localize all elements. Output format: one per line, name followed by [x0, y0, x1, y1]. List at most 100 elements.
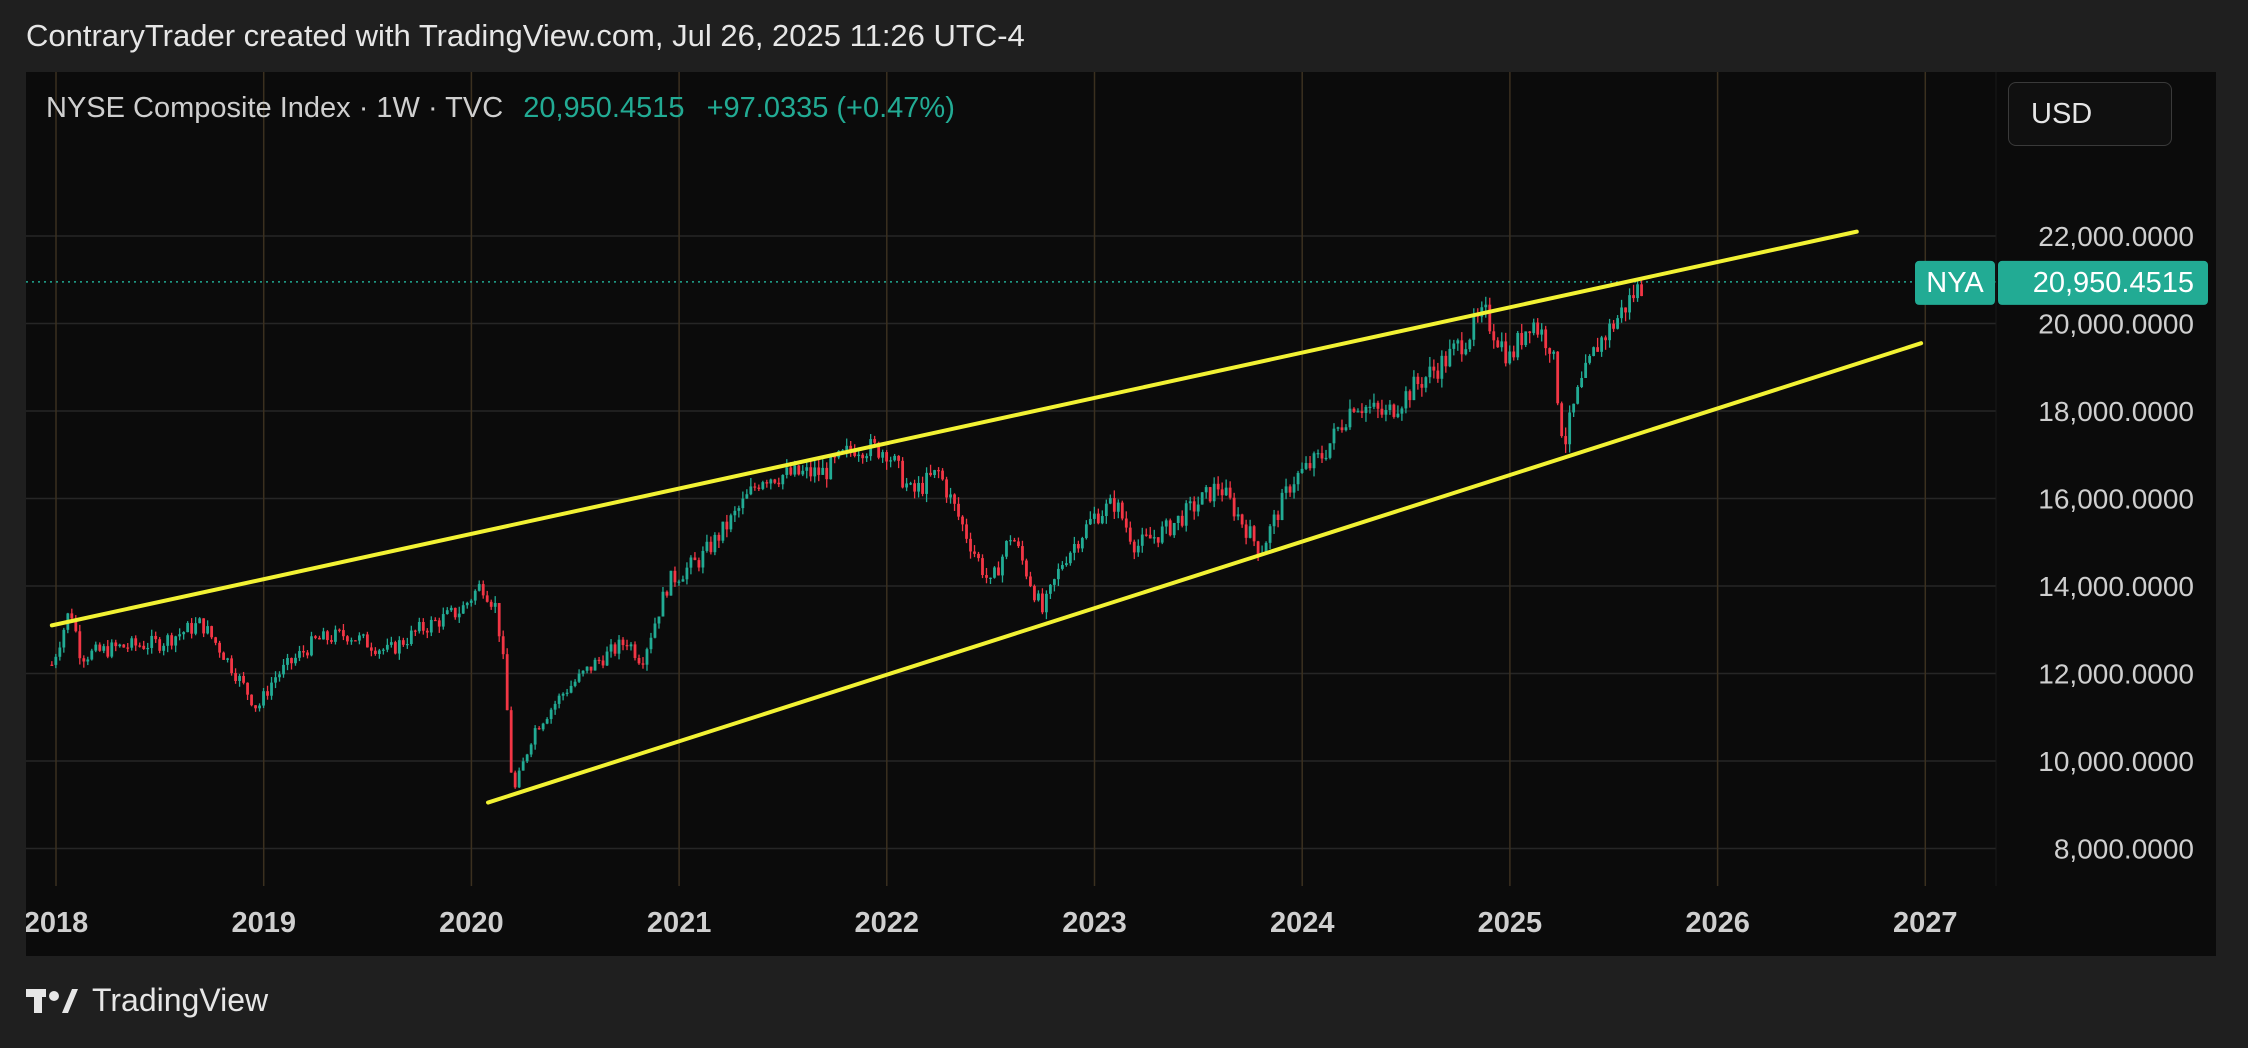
candle-body-up [1540, 329, 1544, 335]
candle-body-down [965, 524, 968, 539]
candle-body-down [346, 636, 349, 642]
candle-body-down [373, 650, 377, 654]
candle-body-up [917, 482, 920, 492]
candle-body-down [937, 470, 940, 472]
candle-body-up [1296, 472, 1300, 485]
currency-button[interactable]: USD [2008, 82, 2172, 146]
candle-body-up [1060, 565, 1064, 569]
candle-body-down [330, 640, 333, 642]
candle-body-down [725, 521, 729, 530]
candle-body-up [90, 650, 94, 660]
candle-body-up [733, 510, 737, 516]
candle-body-up [1620, 307, 1623, 319]
candle-body-up [1009, 540, 1012, 542]
candle-body-down [981, 558, 984, 576]
candle-body-up [94, 644, 98, 651]
candle-body-up [1552, 351, 1556, 354]
candle-body-up [1608, 323, 1611, 341]
candle-body-up [1236, 514, 1240, 517]
candle-body-up [1472, 315, 1476, 340]
candle-body-down [1216, 483, 1220, 490]
price-tag-value: 20,950.4515 [2033, 267, 2194, 299]
candle-body-down [230, 658, 233, 674]
candle-body-up [1592, 347, 1596, 356]
candle-body-down [849, 445, 853, 451]
candle-body-down [1496, 340, 1500, 348]
y-tick-label: 20,000.0000 [2038, 309, 2194, 340]
candle-body-up [1045, 593, 1048, 613]
candle-body-down [1340, 427, 1344, 431]
candle-body-up [701, 550, 705, 568]
tradingview-logo[interactable]: TradingView [26, 982, 268, 1019]
candle-body-down [1041, 593, 1044, 613]
y-tick-label: 14,000.0000 [2038, 571, 2194, 602]
candle-body-down [1504, 341, 1508, 364]
candle-body-up [358, 635, 361, 641]
candle-body-down [1240, 514, 1244, 525]
candle-body-down [266, 691, 269, 696]
candle-body-up [761, 482, 765, 489]
candle-body-up [1300, 468, 1304, 473]
candle-body-down [202, 618, 206, 634]
candle-body-up [1272, 514, 1276, 527]
candle-body-up [793, 465, 797, 475]
candle-body-down [509, 710, 513, 773]
candle-body-down [1320, 453, 1324, 459]
candle-body-up [1037, 593, 1040, 601]
candle-body-up [1212, 483, 1216, 502]
candle-body-up [477, 584, 481, 591]
candle-body-up [781, 474, 785, 485]
candle-body-down [777, 482, 781, 485]
candle-body-up [186, 622, 190, 633]
candle-body-up [1344, 427, 1348, 431]
x-tick-label: 2020 [439, 907, 504, 939]
candle-body-down [338, 629, 341, 631]
candle-body-up [1304, 463, 1308, 469]
candle-body-down [1013, 540, 1016, 542]
candle-body-up [557, 695, 561, 704]
candle-body-down [1640, 284, 1643, 297]
candle-body-down [513, 772, 517, 788]
candle-body-down [1112, 498, 1116, 512]
candle-body-up [441, 614, 445, 627]
candle-body-up [1636, 284, 1639, 299]
candle-body-up [226, 658, 229, 660]
candle-body-down [250, 694, 253, 706]
candle-body-down [222, 652, 225, 660]
chart-panel[interactable]: 8,000.0000 10,000.0000 12,000.0000 14,000.0… [26, 72, 2216, 956]
candle-body-down [433, 619, 437, 622]
candle-body-up [553, 703, 557, 710]
candle-body-down [1156, 537, 1160, 543]
candle-body-down [401, 640, 405, 645]
candle-body-down [1416, 376, 1420, 385]
candle-body-down [1360, 411, 1364, 414]
price-chart[interactable]: 8,000.0000 10,000.0000 12,000.0000 14,000.0… [26, 72, 2216, 956]
candle-body-up [493, 602, 497, 607]
candle-body-up [1136, 545, 1140, 553]
candle-body-up [541, 723, 545, 730]
candle-body-up [1184, 503, 1188, 526]
candle-body-down [306, 652, 309, 656]
candle-body-down [1556, 351, 1560, 404]
candle-body-down [1288, 486, 1292, 493]
x-tick-label: 2026 [1685, 907, 1750, 939]
candle-body-up [593, 659, 597, 671]
candle-body-down [1128, 527, 1132, 542]
candle-body-up [1508, 351, 1512, 364]
candle-body-up [262, 691, 265, 706]
x-tick-label: 2022 [855, 907, 920, 939]
candle-body-down [302, 651, 305, 653]
candle-body-up [473, 590, 477, 601]
price-change: +97.0335 (+0.47%) [706, 92, 955, 124]
candle-body-up [1568, 412, 1572, 445]
attribution-header: ContraryTrader created with TradingView.… [26, 18, 1025, 53]
candle-body-down [877, 442, 881, 458]
candle-body-up [389, 642, 393, 645]
candle-body-down [1492, 331, 1496, 341]
candle-body-up [461, 605, 465, 614]
candle-body-up [685, 567, 689, 580]
candle-body-up [1516, 332, 1520, 358]
candle-body-down [1488, 304, 1492, 332]
candle-body-up [1456, 340, 1460, 344]
candle-body-down [210, 626, 214, 638]
